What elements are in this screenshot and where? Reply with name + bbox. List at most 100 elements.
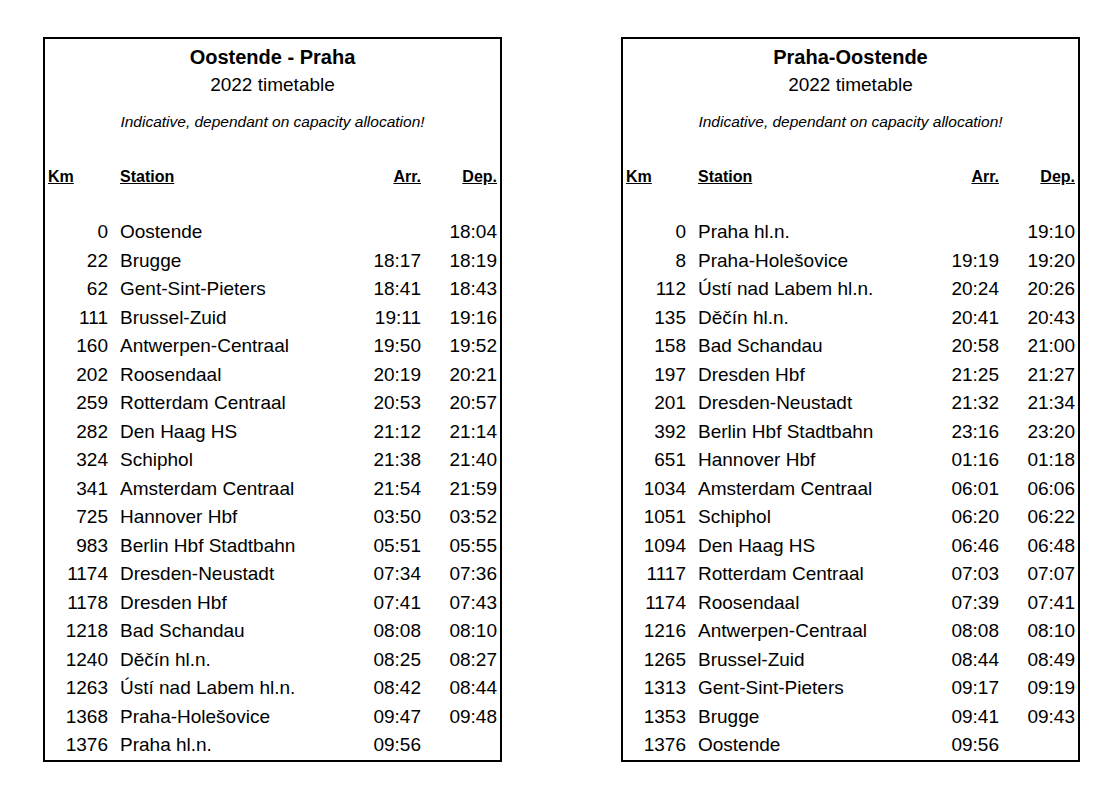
km-cell: 1240 — [48, 646, 108, 675]
station-cell: Brugge — [686, 703, 927, 732]
station-cell: Den Haag HS — [108, 418, 349, 447]
table-header-row: Km Station Arr. Dep. — [623, 166, 1078, 187]
station-cell: Dresden Hbf — [108, 589, 349, 618]
arr-cell: 20:58 — [927, 332, 999, 361]
km-cell: 1218 — [48, 617, 108, 646]
column-header-dep: Dep. — [421, 166, 497, 187]
capacity-note: Indicative, dependant on capacity alloca… — [45, 112, 500, 132]
table-row: 1353Brugge09:4109:43 — [623, 703, 1078, 732]
arr-cell — [349, 218, 421, 247]
arr-cell: 06:46 — [927, 532, 999, 561]
dep-cell — [999, 731, 1075, 760]
station-cell: Amsterdam Centraal — [686, 475, 927, 504]
dep-cell: 19:10 — [999, 218, 1075, 247]
dep-cell: 19:20 — [999, 247, 1075, 276]
dep-cell: 07:43 — [421, 589, 497, 618]
dep-cell: 21:40 — [421, 446, 497, 475]
arr-cell: 19:19 — [927, 247, 999, 276]
km-cell: 259 — [48, 389, 108, 418]
dep-cell: 08:44 — [421, 674, 497, 703]
km-cell: 0 — [626, 218, 686, 247]
station-cell: Roosendaal — [108, 361, 349, 390]
table-row: 1174Dresden-Neustadt07:3407:36 — [45, 560, 500, 589]
station-cell: Gent-Sint-Pieters — [686, 674, 927, 703]
station-cell: Děčín hl.n. — [686, 304, 927, 333]
dep-cell: 23:20 — [999, 418, 1075, 447]
km-cell: 282 — [48, 418, 108, 447]
table-row: 202Roosendaal20:1920:21 — [45, 361, 500, 390]
dep-cell: 09:48 — [421, 703, 497, 732]
dep-cell: 21:27 — [999, 361, 1075, 390]
station-cell: Ústí nad Labem hl.n. — [108, 674, 349, 703]
table-row: 392Berlin Hbf Stadtbahn23:1623:20 — [623, 418, 1078, 447]
km-cell: 1313 — [626, 674, 686, 703]
arr-cell: 06:20 — [927, 503, 999, 532]
dep-cell: 20:57 — [421, 389, 497, 418]
arr-cell — [927, 218, 999, 247]
dep-cell: 08:10 — [421, 617, 497, 646]
dep-cell: 20:43 — [999, 304, 1075, 333]
station-cell: Ústí nad Labem hl.n. — [686, 275, 927, 304]
table-row: 1218Bad Schandau08:0808:10 — [45, 617, 500, 646]
station-cell: Schiphol — [686, 503, 927, 532]
arr-cell: 19:50 — [349, 332, 421, 361]
capacity-note: Indicative, dependant on capacity alloca… — [623, 112, 1078, 132]
table-row: 197Dresden Hbf21:2521:27 — [623, 361, 1078, 390]
table-row: 1240Děčín hl.n.08:2508:27 — [45, 646, 500, 675]
column-header-dep: Dep. — [999, 166, 1075, 187]
station-cell: Berlin Hbf Stadtbahn — [686, 418, 927, 447]
km-cell: 1353 — [626, 703, 686, 732]
table-row: 651Hannover Hbf01:1601:18 — [623, 446, 1078, 475]
table-row: 112Ústí nad Labem hl.n.20:2420:26 — [623, 275, 1078, 304]
km-cell: 1376 — [48, 731, 108, 760]
dep-cell: 20:26 — [999, 275, 1075, 304]
table-row: 1094Den Haag HS06:4606:48 — [623, 532, 1078, 561]
table-row: 983Berlin Hbf Stadtbahn05:5105:55 — [45, 532, 500, 561]
arr-cell: 18:17 — [349, 247, 421, 276]
km-cell: 1034 — [626, 475, 686, 504]
column-header-arr: Arr. — [349, 166, 421, 187]
station-cell: Hannover Hbf — [108, 503, 349, 532]
km-cell: 651 — [626, 446, 686, 475]
table-row: 1216Antwerpen-Centraal08:0808:10 — [623, 617, 1078, 646]
arr-cell: 09:56 — [927, 731, 999, 760]
dep-cell: 09:19 — [999, 674, 1075, 703]
station-cell: Bad Schandau — [108, 617, 349, 646]
dep-cell: 06:22 — [999, 503, 1075, 532]
station-cell: Praha hl.n. — [686, 218, 927, 247]
table-row: 259Rotterdam Centraal20:5320:57 — [45, 389, 500, 418]
km-cell: 1178 — [48, 589, 108, 618]
page-subtitle: 2022 timetable — [623, 70, 1078, 100]
dep-cell: 21:34 — [999, 389, 1075, 418]
arr-cell: 07:34 — [349, 560, 421, 589]
station-cell: Rotterdam Centraal — [108, 389, 349, 418]
arr-cell: 20:24 — [927, 275, 999, 304]
dep-cell: 19:52 — [421, 332, 497, 361]
km-cell: 324 — [48, 446, 108, 475]
station-cell: Amsterdam Centraal — [108, 475, 349, 504]
dep-cell: 21:59 — [421, 475, 497, 504]
station-cell: Praha-Holešovice — [108, 703, 349, 732]
dep-cell: 21:14 — [421, 418, 497, 447]
arr-cell: 09:41 — [927, 703, 999, 732]
arr-cell: 09:17 — [927, 674, 999, 703]
dep-cell: 21:00 — [999, 332, 1075, 361]
station-cell: Dresden Hbf — [686, 361, 927, 390]
km-cell: 1094 — [626, 532, 686, 561]
station-cell: Berlin Hbf Stadtbahn — [108, 532, 349, 561]
page-title: Oostende - Praha — [45, 44, 500, 70]
station-cell: Antwerpen-Centraal — [686, 617, 927, 646]
km-cell: 62 — [48, 275, 108, 304]
table-row: 62Gent-Sint-Pieters18:4118:43 — [45, 275, 500, 304]
dep-cell: 03:52 — [421, 503, 497, 532]
table-row: 1034Amsterdam Centraal06:0106:06 — [623, 475, 1078, 504]
km-cell: 1051 — [626, 503, 686, 532]
km-cell: 1117 — [626, 560, 686, 589]
table-row: 1174Roosendaal07:3907:41 — [623, 589, 1078, 618]
station-cell: Gent-Sint-Pieters — [108, 275, 349, 304]
table-row: 1368Praha-Holešovice09:4709:48 — [45, 703, 500, 732]
km-cell: 201 — [626, 389, 686, 418]
dep-cell: 07:07 — [999, 560, 1075, 589]
page-title: Praha-Oostende — [623, 44, 1078, 70]
table-row: 201Dresden-Neustadt21:3221:34 — [623, 389, 1078, 418]
